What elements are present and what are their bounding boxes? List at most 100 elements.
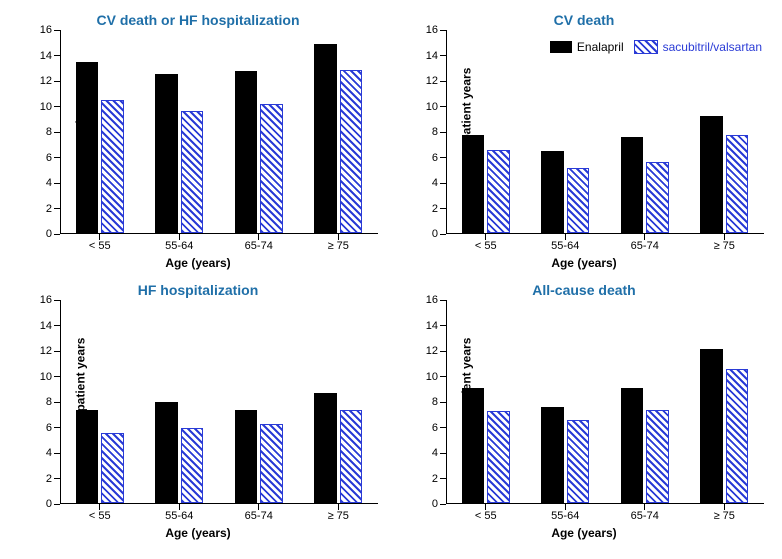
plot-area: 0246810121416< 5555-6465-74≥ 75 (60, 30, 378, 234)
bar-enalapril (314, 393, 336, 503)
y-tick-label: 12 (40, 75, 52, 87)
y-tick-label: 2 (46, 473, 52, 485)
bar-enalapril (155, 74, 177, 233)
y-tick-label: 2 (432, 473, 438, 485)
chart-panel: CV deathrate per 100 patient yearsAge (y… (396, 10, 772, 270)
bar-sac-val (260, 104, 282, 233)
y-tick-label: 4 (46, 177, 52, 189)
bar-enalapril (462, 135, 484, 233)
bar-sac-val (181, 111, 203, 233)
legend-item: sacubitril/valsartan (634, 40, 762, 54)
y-tick-label: 12 (426, 345, 438, 357)
chart-panel: CV death or HF hospitalizationrate per 1… (10, 10, 386, 270)
bar-sac-val (646, 410, 668, 503)
y-tick-label: 0 (432, 498, 438, 510)
x-axis-label: Age (years) (551, 526, 616, 540)
bar-sac-val (181, 428, 203, 503)
chart-panel: All-cause deathrate per 100 patient year… (396, 280, 772, 540)
y-tick-label: 12 (426, 75, 438, 87)
y-tick-label: 10 (40, 371, 52, 383)
y-tick-label: 16 (40, 294, 52, 306)
panel-title: CV death or HF hospitalization (96, 12, 299, 28)
y-tick-label: 2 (46, 203, 52, 215)
bar-sac-val (726, 369, 748, 503)
y-tick-label: 2 (432, 203, 438, 215)
x-tick-label: 65-74 (631, 510, 659, 522)
bar-sac-val (340, 410, 362, 503)
x-tick-label: 65-74 (245, 510, 273, 522)
y-tick-label: 4 (432, 447, 438, 459)
bar-enalapril (76, 62, 98, 233)
x-tick-label: 65-74 (245, 240, 273, 252)
bar-enalapril (155, 402, 177, 503)
y-tick-label: 6 (432, 422, 438, 434)
legend-item: Enalapril (550, 40, 624, 54)
chart-grid: CV death or HF hospitalizationrate per 1… (10, 10, 772, 540)
panel-title: CV death (554, 12, 615, 28)
x-tick-label: 55-64 (551, 240, 579, 252)
plot-area: 0246810121416< 5555-6465-74≥ 75 (446, 300, 764, 504)
y-tick-label: 4 (432, 177, 438, 189)
bar-sac-val (646, 162, 668, 233)
panel-title: HF hospitalization (138, 282, 259, 298)
y-tick-label: 10 (40, 101, 52, 113)
legend-swatch-solid (550, 41, 572, 53)
panel-title: All-cause death (532, 282, 635, 298)
bar-enalapril (235, 410, 257, 503)
plot-area: 0246810121416< 5555-6465-74≥ 75 (60, 300, 378, 504)
bar-enalapril (314, 44, 336, 233)
y-tick-label: 8 (432, 126, 438, 138)
x-tick-label: < 55 (475, 510, 497, 522)
y-tick-label: 0 (46, 498, 52, 510)
bar-sac-val (726, 135, 748, 233)
y-tick-label: 12 (40, 345, 52, 357)
y-tick-label: 16 (40, 24, 52, 36)
x-tick-label: ≥ 75 (714, 240, 735, 252)
chart-panel: HF hospitalizationrate per 100 patient y… (10, 280, 386, 540)
bar-sac-val (340, 70, 362, 233)
bar-enalapril (462, 388, 484, 503)
y-tick-label: 0 (46, 228, 52, 240)
bar-enalapril (76, 410, 98, 503)
y-tick-label: 6 (432, 152, 438, 164)
y-tick-label: 8 (46, 126, 52, 138)
x-axis-label: Age (years) (165, 526, 230, 540)
bar-enalapril (541, 407, 563, 503)
bar-enalapril (235, 71, 257, 233)
bar-enalapril (621, 137, 643, 233)
bar-enalapril (700, 116, 722, 233)
plot-area: 0246810121416< 5555-6465-74≥ 75 (446, 30, 764, 234)
x-tick-label: < 55 (89, 240, 111, 252)
x-tick-label: 55-64 (165, 510, 193, 522)
y-tick-label: 16 (426, 24, 438, 36)
y-tick-label: 14 (426, 50, 438, 62)
bar-sac-val (487, 411, 509, 503)
bar-sac-val (101, 433, 123, 503)
y-tick-label: 14 (40, 50, 52, 62)
y-tick-label: 14 (426, 320, 438, 332)
bar-sac-val (101, 100, 123, 233)
x-axis-label: Age (years) (165, 256, 230, 270)
x-tick-label: ≥ 75 (328, 240, 349, 252)
y-tick-label: 10 (426, 101, 438, 113)
y-tick-label: 6 (46, 152, 52, 164)
y-tick-label: 4 (46, 447, 52, 459)
legend-label: sacubitril/valsartan (663, 40, 762, 54)
bar-sac-val (260, 424, 282, 503)
y-tick-label: 16 (426, 294, 438, 306)
legend: Enalapril sacubitril/valsartan (550, 40, 762, 54)
x-tick-label: 65-74 (631, 240, 659, 252)
x-tick-label: 55-64 (165, 240, 193, 252)
y-tick-label: 8 (432, 396, 438, 408)
y-tick-label: 10 (426, 371, 438, 383)
bar-enalapril (621, 388, 643, 503)
y-tick-label: 0 (432, 228, 438, 240)
x-tick-label: 55-64 (551, 510, 579, 522)
x-tick-label: ≥ 75 (328, 510, 349, 522)
x-axis-label: Age (years) (551, 256, 616, 270)
y-tick-label: 8 (46, 396, 52, 408)
y-tick-label: 6 (46, 422, 52, 434)
bar-enalapril (700, 349, 722, 503)
legend-label: Enalapril (577, 40, 624, 54)
legend-swatch-hatched (634, 40, 658, 54)
